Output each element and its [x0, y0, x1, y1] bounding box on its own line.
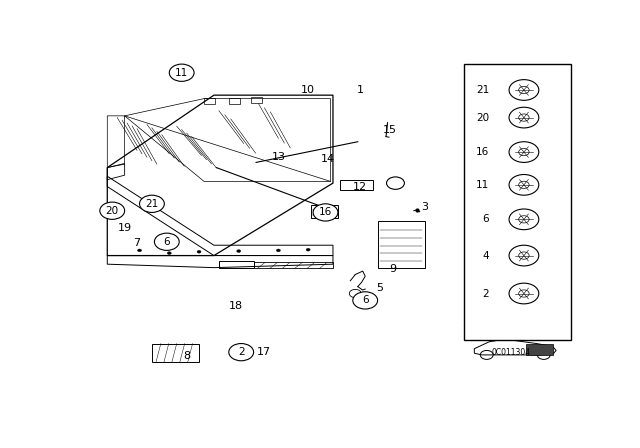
- Text: 11: 11: [476, 180, 489, 190]
- Text: 6: 6: [163, 237, 170, 247]
- Text: 2: 2: [483, 289, 489, 298]
- Circle shape: [509, 283, 539, 304]
- Circle shape: [313, 204, 338, 221]
- Circle shape: [140, 195, 164, 212]
- Text: 16: 16: [476, 147, 489, 157]
- Circle shape: [306, 248, 310, 251]
- Text: 8: 8: [183, 351, 190, 361]
- Text: 5: 5: [376, 283, 383, 293]
- Text: 20: 20: [106, 206, 119, 216]
- Text: 11: 11: [175, 68, 188, 78]
- Text: 14: 14: [321, 154, 335, 164]
- Circle shape: [509, 209, 539, 230]
- Circle shape: [387, 177, 404, 190]
- Text: 0C011304: 0C011304: [492, 348, 531, 357]
- Text: 6: 6: [362, 295, 369, 306]
- Circle shape: [169, 64, 194, 82]
- Text: 21: 21: [145, 199, 159, 209]
- Text: 6: 6: [483, 214, 489, 224]
- Circle shape: [509, 245, 539, 266]
- Circle shape: [100, 202, 125, 220]
- Circle shape: [509, 107, 539, 128]
- Text: 10: 10: [301, 85, 315, 95]
- Text: 18: 18: [229, 301, 243, 310]
- Circle shape: [509, 142, 539, 163]
- FancyBboxPatch shape: [465, 64, 571, 340]
- Circle shape: [353, 292, 378, 309]
- Text: 21: 21: [476, 85, 489, 95]
- Circle shape: [138, 249, 141, 252]
- Text: 1: 1: [356, 85, 364, 95]
- Text: 2: 2: [238, 347, 244, 357]
- Circle shape: [276, 249, 280, 252]
- Circle shape: [509, 80, 539, 100]
- Circle shape: [197, 250, 201, 253]
- Circle shape: [154, 233, 179, 250]
- Text: 12: 12: [353, 181, 367, 192]
- Text: 13: 13: [271, 152, 285, 162]
- Text: 19: 19: [118, 223, 132, 233]
- Text: 3: 3: [421, 202, 428, 212]
- Circle shape: [237, 250, 241, 253]
- Circle shape: [167, 252, 172, 254]
- Text: 15: 15: [383, 125, 397, 135]
- Text: 20: 20: [476, 112, 489, 123]
- Circle shape: [509, 174, 539, 195]
- Text: 9: 9: [389, 264, 396, 274]
- Circle shape: [229, 344, 253, 361]
- Text: 7: 7: [134, 238, 141, 249]
- Text: 17: 17: [257, 347, 271, 357]
- Polygon shape: [527, 344, 553, 354]
- Text: 4: 4: [483, 250, 489, 261]
- Text: 16: 16: [319, 207, 332, 217]
